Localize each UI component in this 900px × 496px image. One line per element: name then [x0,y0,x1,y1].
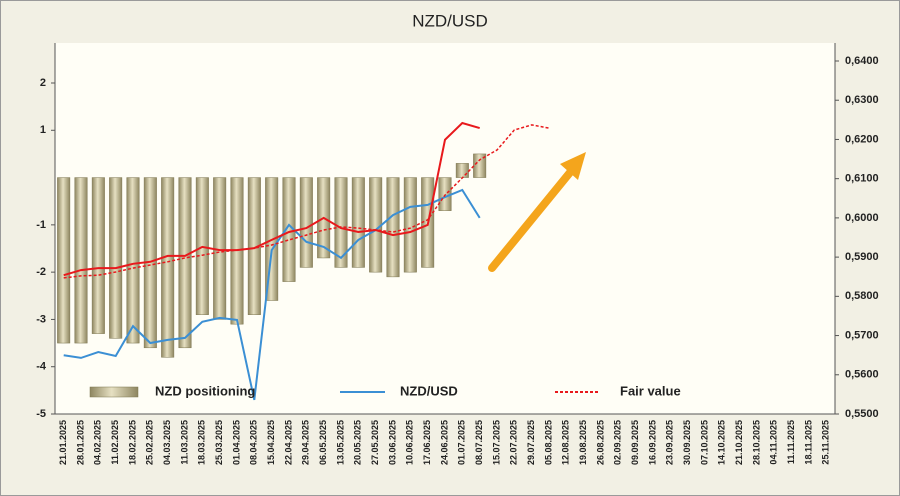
legend-swatch [89,386,139,398]
bar [351,177,365,268]
x-tick-label: 29.07.2025 [526,420,536,465]
bar [299,177,313,268]
y-tick-label: 1 [40,124,46,136]
x-tick-label: 28.01.2025 [75,420,85,465]
arrow-head [560,152,586,180]
x-tick-label: 13.05.2025 [335,420,345,465]
x-tick-label: 24.06.2025 [439,420,449,465]
y-tick-label: -1 [36,219,46,231]
x-tick-label: 02.09.2025 [613,420,623,465]
bar [57,177,71,344]
line [63,188,481,401]
x-tick-label: 11.11.2025 [786,420,796,464]
x-tick-label: 01.07.2025 [457,420,467,465]
x-tick-label: 30.09.2025 [682,420,692,465]
x-tick-label: 04.11.2025 [769,420,779,465]
x-tick-label: 14.10.2025 [717,420,727,465]
bar [126,177,140,344]
x-tick-label: 20.05.2025 [353,420,363,465]
x-tick-label: 09.09.2025 [630,420,640,465]
x-tick-label: 25.02.2025 [145,420,155,465]
x-tick-label: 06.05.2025 [318,420,328,465]
x-tick-label: 18.03.2025 [197,420,207,465]
y2-tick-label: 0,5800 [845,290,879,302]
arrow [488,166,576,272]
x-tick-label: 01.04.2025 [231,420,241,465]
x-tick-label: 15.04.2025 [266,420,276,465]
x-tick-label: 08.07.2025 [474,420,484,465]
bar [74,177,88,344]
x-tick-label: 11.02.2025 [110,420,120,465]
y-tick-label: -3 [36,313,46,325]
x-tick-label: 12.08.2025 [561,420,571,465]
y-tick-label: -2 [36,266,46,278]
x-tick-label: 25.03.2025 [214,420,224,465]
chart-title: NZD/USD [412,11,488,30]
x-tick-label: 17.06.2025 [422,420,432,465]
y2-tick-label: 0,5900 [845,251,879,263]
legend-label: NZD/USD [400,383,458,398]
x-tick-label: 22.04.2025 [283,420,293,465]
x-tick-label: 29.04.2025 [301,420,311,465]
x-tick-label: 15.07.2025 [491,420,501,465]
x-tick-label: 07.10.2025 [699,420,709,465]
y2-tick-label: 0,6300 [845,94,879,106]
y-tick-label: 2 [40,77,46,89]
x-tick-label: 22.07.2025 [509,420,519,465]
x-tick-label: 25.11.2025 [821,420,831,465]
bar [178,177,192,349]
bar [455,163,469,178]
y2-tick-label: 0,6100 [845,173,879,185]
y2-tick-label: 0,5600 [845,369,879,381]
legend-label: Fair value [620,383,681,398]
x-tick-label: 16.09.2025 [647,420,657,465]
x-tick-label: 04.02.2025 [93,420,103,465]
x-tick-label: 19.08.2025 [578,420,588,465]
line [63,121,480,277]
bar [403,177,417,273]
x-tick-label: 27.05.2025 [370,420,380,465]
x-tick-label: 08.04.2025 [249,420,259,465]
x-tick-label: 18.11.2025 [803,420,813,465]
bar [91,177,105,334]
y2-tick-label: 0,6400 [845,55,879,67]
legend-label: NZD positioning [155,383,255,398]
y2-tick-label: 0,6000 [845,212,879,224]
dashed-line [63,124,550,279]
x-tick-label: 05.08.2025 [543,420,553,465]
bar [109,177,123,339]
bar [369,177,383,273]
x-tick-label: 10.06.2025 [405,420,415,465]
x-tick-label: 11.03.2025 [179,420,189,465]
x-tick-label: 23.09.2025 [665,420,675,465]
y2-tick-label: 0,5700 [845,329,879,341]
x-tick-label: 04.03.2025 [162,420,172,465]
y-tick-label: -4 [36,361,47,373]
x-tick-label: 21.01.2025 [58,420,68,465]
y2-tick-label: 0,6200 [845,133,879,145]
bar [161,177,175,358]
x-tick-label: 03.06.2025 [387,420,397,465]
bar [334,177,348,268]
x-tick-label: 26.08.2025 [595,420,605,465]
x-tick-label: 18.02.2025 [127,420,137,465]
x-tick-label: 21.10.2025 [734,420,744,465]
x-tick-label: 28.10.2025 [751,420,761,465]
bar [386,177,400,278]
y-tick-label: -5 [36,408,46,420]
y2-tick-label: 0,5500 [845,408,879,420]
